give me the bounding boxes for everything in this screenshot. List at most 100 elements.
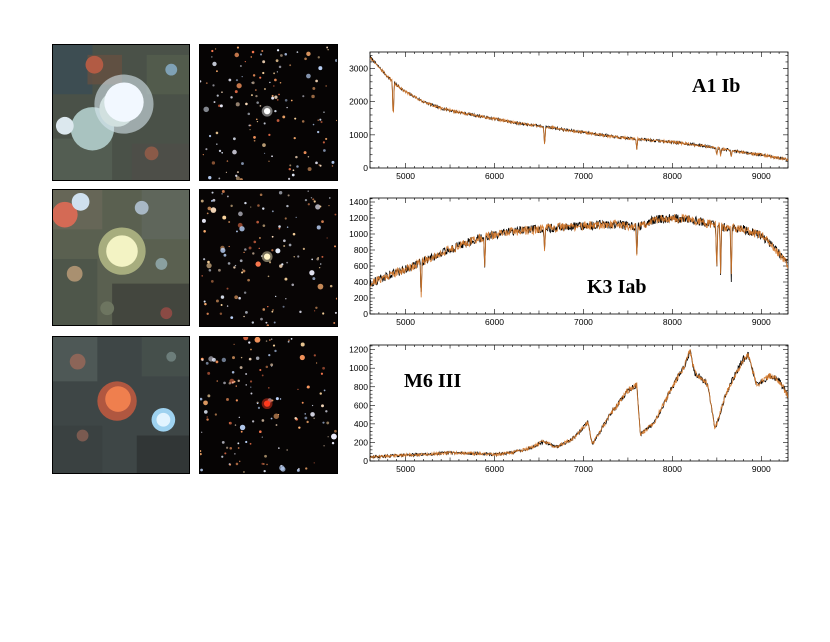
field-star <box>315 79 318 83</box>
field-star <box>221 193 223 195</box>
field-star <box>202 154 204 156</box>
field-star <box>306 73 311 79</box>
field-star <box>304 413 307 415</box>
field-star <box>299 310 302 314</box>
y-tick-label: 400 <box>354 419 368 429</box>
field-star <box>248 357 252 361</box>
field-star <box>235 385 237 387</box>
field-star <box>322 366 325 370</box>
field-star <box>297 467 300 470</box>
field-star <box>273 413 280 419</box>
y-tick-label: 3000 <box>349 64 368 74</box>
field-star <box>218 177 221 180</box>
field-star <box>233 380 236 383</box>
field-star <box>201 275 203 277</box>
field-star <box>287 340 290 343</box>
field-star <box>261 374 264 377</box>
field-star <box>266 463 268 466</box>
field-star <box>239 366 243 370</box>
x-tick-label: 6000 <box>485 317 504 327</box>
field-star <box>252 74 256 77</box>
field-star <box>250 348 252 351</box>
field-star <box>275 59 279 63</box>
field-star <box>334 311 337 314</box>
field-star <box>326 421 330 425</box>
field-star <box>218 149 222 153</box>
field-star <box>261 419 265 422</box>
field-star <box>319 205 322 208</box>
field-star <box>319 164 322 167</box>
field-star <box>234 52 240 58</box>
field-star <box>249 129 251 131</box>
field-star <box>310 412 315 417</box>
field-star <box>248 341 251 344</box>
field-star <box>278 447 280 449</box>
y-tick-label: 1000 <box>349 229 368 239</box>
field-star <box>236 230 238 233</box>
field-star <box>257 406 261 409</box>
field-star <box>292 169 295 172</box>
field-star <box>321 255 324 258</box>
field-star <box>247 112 251 116</box>
field-star <box>288 167 292 171</box>
field-star <box>243 337 249 341</box>
field-star <box>287 194 290 197</box>
field-star <box>327 436 329 438</box>
field-star <box>278 225 281 228</box>
field-star <box>221 440 225 444</box>
field-star <box>226 305 229 307</box>
field-star <box>229 463 232 466</box>
field-star <box>250 56 252 58</box>
field-star <box>259 430 262 434</box>
field-star <box>215 299 219 303</box>
field-star <box>251 321 255 324</box>
field-star <box>258 237 261 239</box>
field-star <box>302 247 305 250</box>
field-star <box>325 410 328 413</box>
field-star <box>241 76 243 78</box>
field-star <box>317 119 319 121</box>
field-star <box>226 398 229 401</box>
field-star <box>271 210 274 213</box>
field-star <box>211 191 214 194</box>
field-star <box>262 143 266 147</box>
field-star <box>239 460 241 463</box>
y-tick-label: 200 <box>354 437 368 447</box>
field-star <box>219 104 223 108</box>
target-star <box>263 253 271 260</box>
field-star <box>276 71 279 73</box>
field-star <box>220 247 226 253</box>
field-star <box>249 124 252 127</box>
field-star <box>232 356 235 360</box>
field-star <box>235 176 240 180</box>
spectral-type-label: M6 III <box>404 370 461 392</box>
field-star <box>250 392 253 395</box>
field-star <box>230 204 233 208</box>
field-star <box>253 240 257 244</box>
field-star <box>255 261 261 267</box>
field-star <box>306 51 311 57</box>
field-star <box>216 70 218 73</box>
x-tick-label: 5000 <box>396 317 415 327</box>
field-star <box>279 81 282 84</box>
field-star <box>274 95 278 99</box>
field-star <box>201 218 206 223</box>
field-star <box>301 401 304 404</box>
field-star <box>331 160 335 164</box>
field-star <box>235 79 239 82</box>
field-star <box>265 321 268 324</box>
field-star <box>241 162 244 165</box>
field-star <box>212 61 217 67</box>
field-star <box>257 204 260 207</box>
field-star <box>276 49 280 52</box>
field-star <box>320 263 322 265</box>
field-star <box>320 120 323 124</box>
field-star <box>263 463 265 465</box>
field-star <box>259 53 263 56</box>
field-star <box>288 177 291 180</box>
field-star <box>227 262 231 265</box>
field-star <box>200 450 202 452</box>
field-star <box>259 368 262 372</box>
x-tick-label: 5000 <box>396 464 415 474</box>
field-star <box>235 399 238 402</box>
